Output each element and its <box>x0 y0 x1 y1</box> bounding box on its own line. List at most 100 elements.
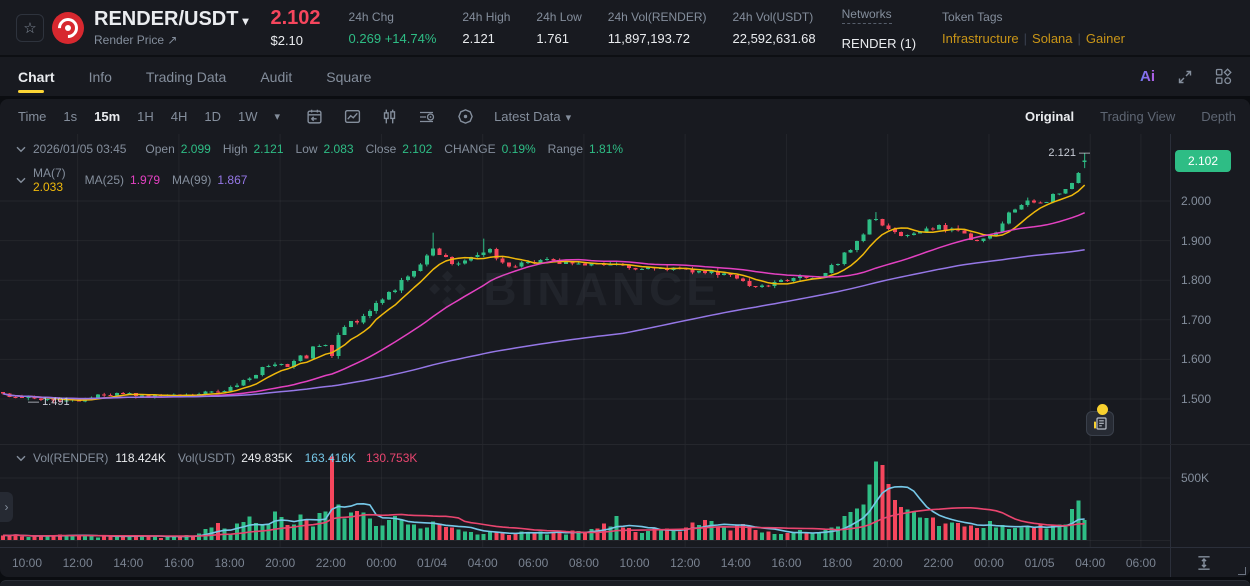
interval-caret-icon[interactable]: ▾ <box>274 111 281 123</box>
time-tick: 04:00 <box>467 556 498 570</box>
time-axis-corner <box>1170 548 1250 577</box>
favorite-button[interactable]: ☆ <box>16 13 44 42</box>
star-icon: ☆ <box>23 19 37 37</box>
time-tick: 00:00 <box>973 556 1004 570</box>
ohlc-low: 2.083 <box>323 142 354 156</box>
time-label: Time <box>18 109 47 124</box>
time-tick: 10:00 <box>619 556 650 570</box>
expand-icon[interactable] <box>1177 69 1193 85</box>
high-price-marker: 2.121 — <box>1048 147 1090 160</box>
ohlc-open: 2.099 <box>180 142 211 156</box>
price-axis[interactable]: 2.102 2.000 1.900 1.800 1.700 1.600 1.500 <box>1170 134 1250 444</box>
indicators-icon[interactable] <box>418 109 436 125</box>
time-tick: 16:00 <box>163 556 194 570</box>
time-tick: 16:00 <box>771 556 802 570</box>
interval-1w[interactable]: 1W <box>238 109 258 124</box>
time-tick: 22:00 <box>315 556 346 570</box>
apps-grid-icon[interactable] <box>1215 68 1232 85</box>
time-tick: 04:00 <box>1075 556 1106 570</box>
time-tick: 18:00 <box>822 556 853 570</box>
time-axis-labels[interactable]: 10:00 12:00 14:00 16:00 18:00 20:00 22:00 00:00… <box>0 548 1170 577</box>
volume-pane: Vol(RENDER) 118.424K Vol(USDT) 249.835K 16… <box>0 444 1250 547</box>
tag-infrastructure[interactable]: Infrastructure <box>942 30 1019 46</box>
ma-row: MA(7) 2.033 MA(25) 1.979 MA(99) 1.867 <box>16 166 247 194</box>
time-tick: 12:00 <box>62 556 93 570</box>
chart-toolbar: Time 1s 15m 1H 4H 1D 1W ▾ Latest Data ▾ <box>0 99 1250 134</box>
volume-row: Vol(RENDER) 118.424K Vol(USDT) 249.835K 16… <box>16 451 417 465</box>
ma7-value: 2.033 <box>33 180 64 194</box>
settings-icon[interactable] <box>457 108 474 125</box>
view-original[interactable]: Original <box>1025 109 1075 124</box>
collapse-icon[interactable] <box>16 146 26 153</box>
ma99-value: 1.867 <box>217 173 248 187</box>
ohlc-change: 0.19% <box>501 142 536 156</box>
time-tick: 06:00 <box>1125 556 1156 570</box>
volume-chart[interactable] <box>0 445 1170 547</box>
time-tick: 08:00 <box>568 556 599 570</box>
vol-quote-value: 249.835K <box>241 451 293 465</box>
tab-trading-data[interactable]: Trading Data <box>145 68 227 85</box>
pane-expander[interactable]: › <box>0 492 13 522</box>
calendar-icon[interactable] <box>306 108 323 125</box>
view-tradingview[interactable]: Trading View <box>1100 109 1176 124</box>
volume-plot[interactable]: Vol(RENDER) 118.424K Vol(USDT) 249.835K 16… <box>0 445 1170 547</box>
collapse-icon[interactable] <box>16 455 26 462</box>
volume-axis[interactable]: 500K <box>1170 445 1250 547</box>
chart-style-icon[interactable] <box>344 108 361 125</box>
tag-gainer[interactable]: Gainer <box>1085 30 1125 46</box>
latest-data-dropdown[interactable]: Latest Data ▾ <box>494 109 572 124</box>
time-tick: 14:00 <box>113 556 144 570</box>
time-tick: 14:00 <box>720 556 751 570</box>
collapse-icon[interactable] <box>16 177 26 184</box>
price-tick: 2.000 <box>1181 194 1212 208</box>
price-pane: BINANCE 2026/01/05 03:45 Open 2.099 High 2… <box>0 134 1250 444</box>
view-depth[interactable]: Depth <box>1201 109 1236 124</box>
ohlc-range: 1.81% <box>589 142 624 156</box>
render-logo <box>52 11 84 44</box>
interval-1h[interactable]: 1H <box>137 109 154 124</box>
price-tick: 1.500 <box>1181 392 1212 406</box>
pair-subtitle[interactable]: Render Price ↗ <box>94 33 178 47</box>
vol-ma-fast-value: 163.416K <box>304 451 356 465</box>
price-tick: 1.700 <box>1181 312 1212 327</box>
time-axis[interactable]: 10:00 12:00 14:00 16:00 18:00 20:00 22:00 00:00… <box>0 547 1250 577</box>
volume-tick-label: 500K <box>1181 471 1210 485</box>
tab-audit[interactable]: Audit <box>260 68 293 85</box>
time-tick: 06:00 <box>518 556 549 570</box>
last-price-badge: 2.102 <box>1175 149 1231 172</box>
stat-24h-vol-base: 24h Vol(RENDER) 11,897,193.72 <box>607 9 707 46</box>
time-tick: 01/04 <box>417 556 448 570</box>
stat-24h-low: 24h Low 1.761 <box>536 9 582 46</box>
stat-networks[interactable]: Networks RENDER (1) <box>841 6 917 51</box>
tab-bar: Chart Info Trading Data Audit Square Ai <box>0 57 1250 96</box>
tab-square[interactable]: Square <box>326 68 372 85</box>
vol-base-value: 118.424K <box>115 451 166 465</box>
interval-4h[interactable]: 4H <box>170 109 188 124</box>
interval-1s[interactable]: 1s <box>63 109 78 124</box>
tab-info[interactable]: Info <box>88 68 112 85</box>
candle-icon[interactable] <box>382 108 397 125</box>
vol-ma-slow-value: 130.753K <box>365 451 418 465</box>
time-tick: 00:00 <box>366 556 397 570</box>
ohlc-datetime: 2026/01/05 03:45 <box>33 142 127 156</box>
interval-1d[interactable]: 1D <box>204 109 222 124</box>
stat-24h-high: 24h High 2.121 <box>462 9 511 46</box>
candlestick-chart[interactable] <box>0 134 1170 444</box>
interval-15m[interactable]: 15m <box>94 109 121 124</box>
resize-corner-icon[interactable] <box>1238 567 1246 575</box>
tag-solana[interactable]: Solana <box>1032 30 1073 46</box>
pair-block[interactable]: RENDER/USDT ▾ Render Price ↗ <box>94 8 248 47</box>
header: ☆ RENDER/USDT ▾ Render Price ↗ 2.102 $2.1… <box>0 0 1250 57</box>
chevron-right-icon: › <box>4 500 9 514</box>
tab-chart[interactable]: Chart <box>18 57 55 96</box>
price-tick: 1.900 <box>1181 233 1212 248</box>
ohlc-row: 2026/01/05 03:45 Open 2.099 High 2.121 Low… <box>16 142 623 156</box>
ai-assistant-icon[interactable]: Ai <box>1140 68 1155 85</box>
low-price-marker: — 1.491 <box>28 395 70 408</box>
time-tick: 01/05 <box>1024 556 1055 570</box>
external-link-icon: ↗ <box>167 33 178 47</box>
pair-title: RENDER/USDT <box>94 8 239 30</box>
fit-scale-icon[interactable] <box>1195 554 1213 577</box>
caret-down-icon[interactable]: ▾ <box>242 14 249 28</box>
price-plot[interactable]: BINANCE 2026/01/05 03:45 Open 2.099 High 2… <box>0 134 1170 444</box>
